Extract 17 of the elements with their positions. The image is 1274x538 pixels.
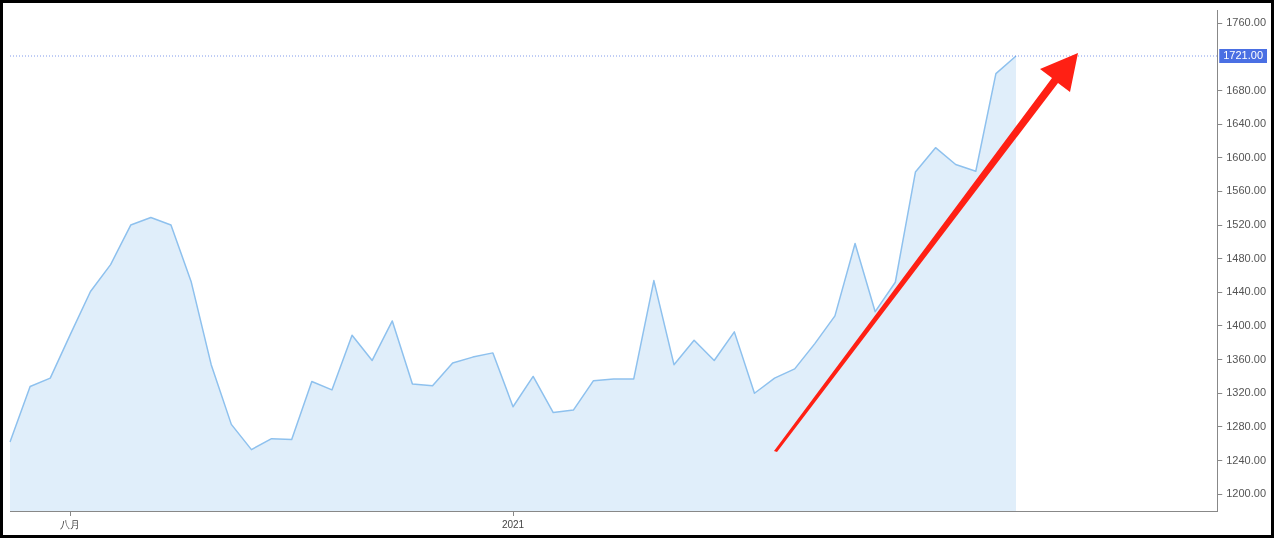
y-tick-label: 1560.00 [1226,184,1266,197]
y-tick-label: 1400.00 [1226,319,1266,332]
x-tick-label: 2021 [501,518,525,530]
y-tick-label: 1320.00 [1226,386,1266,399]
ref-line-label: 1721.00 [1223,49,1263,62]
y-tick-label: 1480.00 [1226,251,1266,264]
y-tick-label: 1520.00 [1226,218,1266,231]
y-tick-label: 1760.00 [1226,16,1266,29]
y-tick-label: 1280.00 [1226,419,1266,432]
y-tick-label: 1680.00 [1226,83,1266,96]
y-tick-label: 1640.00 [1226,117,1266,130]
y-tick-label: 1600.00 [1226,150,1266,163]
y-tick-label: 1200.00 [1226,487,1266,500]
y-tick-label: 1440.00 [1226,285,1266,298]
y-tick-label: 1360.00 [1226,352,1266,365]
x-tick-label: 八月 [60,518,81,530]
y-tick-label: 1240.00 [1226,453,1266,466]
